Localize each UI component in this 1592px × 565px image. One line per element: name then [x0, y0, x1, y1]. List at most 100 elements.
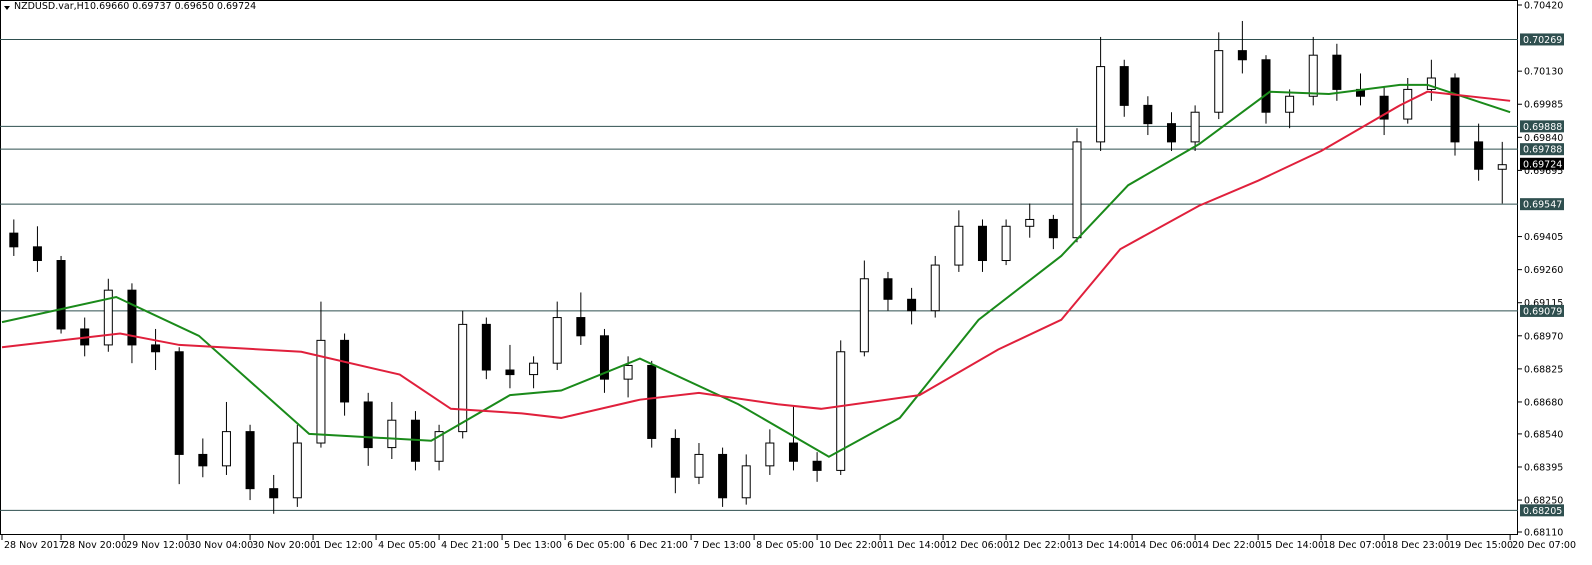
candle-body	[859, 278, 869, 353]
y-tick-label: 0.68540	[1524, 429, 1563, 440]
x-tick-label: 12 Dec 22:00	[1008, 540, 1072, 551]
candle-body	[529, 362, 539, 376]
candle-body	[387, 419, 397, 449]
y-tick-label: 0.68825	[1524, 364, 1563, 375]
candle-body	[1001, 225, 1011, 262]
moving-average	[1, 83, 1511, 458]
x-tick-label: 18 Dec 07:00	[1323, 540, 1387, 551]
candle-body	[245, 431, 255, 490]
candle-body	[103, 289, 113, 346]
y-tick-label: 0.68395	[1524, 462, 1563, 473]
candle-body	[363, 401, 373, 449]
price-tag	[1520, 157, 1564, 170]
menu-arrow[interactable]	[4, 6, 10, 10]
x-tick-label: 14 Dec 22:00	[1197, 540, 1261, 551]
y-tick-label: 0.69115	[1524, 298, 1563, 309]
candle-body	[1285, 95, 1295, 113]
candle-body	[599, 335, 609, 380]
x-tick-label: 18 Dec 23:00	[1386, 540, 1450, 551]
x-tick-label: 8 Dec 05:00	[756, 540, 814, 551]
level-label: 0.69547	[1523, 200, 1562, 211]
candle-body	[812, 460, 822, 471]
candle-body	[1237, 50, 1247, 61]
level-tag	[1520, 120, 1564, 133]
x-tick-label: 28 Nov 20:00	[63, 540, 127, 551]
candle-body	[1426, 77, 1436, 90]
candle-body	[788, 442, 798, 462]
level-tag	[1520, 143, 1564, 156]
x-tick-label: 11 Dec 14:00	[882, 540, 946, 551]
x-tick-label: 4 Dec 21:00	[441, 540, 499, 551]
x-tick-label: 6 Dec 21:00	[630, 540, 688, 551]
candle-body	[977, 225, 987, 262]
x-tick-label: 7 Dec 13:00	[693, 540, 751, 551]
level-label: 0.69888	[1523, 122, 1562, 133]
y-tick-label: 0.68110	[1524, 528, 1563, 539]
y-tick-label: 0.69840	[1524, 133, 1563, 144]
moving-average	[1, 90, 1511, 419]
candle-body	[458, 323, 468, 433]
x-tick-label: 12 Dec 06:00	[945, 540, 1009, 551]
x-tick-label: 6 Dec 05:00	[567, 540, 625, 551]
candle-body	[623, 364, 633, 380]
x-tick-label: 10 Dec 22:00	[819, 540, 883, 551]
candle-body	[1474, 141, 1484, 170]
y-tick-label: 0.68250	[1524, 496, 1563, 507]
y-tick-label: 0.69260	[1524, 265, 1563, 276]
x-tick-label: 19 Dec 15:00	[1449, 540, 1513, 551]
candle-body	[32, 246, 42, 262]
x-tick-label: 20 Dec 07:00	[1512, 540, 1576, 551]
x-tick-label: 4 Dec 05:00	[378, 540, 436, 551]
candle-body	[1214, 50, 1224, 113]
candle-body	[481, 323, 491, 371]
level-label: 0.69079	[1523, 306, 1562, 317]
x-tick-label: 29 Nov 12:00	[126, 540, 190, 551]
y-tick-label: 0.70130	[1524, 67, 1563, 78]
level-tag	[1520, 198, 1564, 211]
candle-body	[647, 364, 657, 439]
candle-body	[221, 431, 231, 467]
candle-body	[292, 442, 302, 499]
candle-body	[1096, 66, 1106, 143]
plot-frame	[0, 0, 1518, 535]
y-tick-label: 0.69985	[1524, 100, 1563, 111]
candle-body	[127, 289, 137, 346]
x-tick-label: 30 Nov 04:00	[189, 540, 253, 551]
candle-body	[1143, 104, 1153, 125]
x-tick-label: 30 Nov 20:00	[252, 540, 316, 551]
candle-body	[1379, 95, 1389, 120]
ohlc-readout: 0.69660 0.69737 0.69650 0.69724	[90, 1, 256, 12]
candle-body	[1190, 111, 1200, 143]
candle-body	[9, 232, 19, 248]
candle-body	[1450, 77, 1460, 143]
candle-body	[434, 431, 444, 462]
candle-body	[670, 437, 680, 478]
candle-body	[505, 369, 515, 376]
candle-body	[174, 351, 184, 455]
candle-body	[836, 351, 846, 471]
candle-body	[340, 339, 350, 403]
level-tag	[1520, 33, 1564, 46]
candle-body	[1332, 54, 1342, 90]
price-label: 0.69724	[1523, 159, 1562, 170]
candle-body	[316, 339, 326, 444]
y-tick-label: 0.69695	[1524, 166, 1563, 177]
x-tick-label: 5 Dec 13:00	[504, 540, 562, 551]
y-tick-label: 0.70420	[1524, 1, 1563, 12]
y-tick-label: 0.68970	[1524, 331, 1563, 342]
candle-body	[1119, 66, 1129, 106]
y-tick-label: 0.68680	[1524, 397, 1563, 408]
level-label: 0.70269	[1523, 35, 1562, 46]
candle-body	[1048, 218, 1058, 239]
candle-body	[1261, 59, 1271, 113]
symbol: NZDUSD.var,H1	[14, 1, 90, 12]
candle-body	[765, 442, 775, 467]
x-tick-label: 15 Dec 14:00	[1260, 540, 1324, 551]
candle-body	[954, 225, 964, 266]
candle-body	[930, 264, 940, 312]
candle-body	[151, 344, 161, 353]
candle-body	[907, 298, 917, 312]
x-tick-label: 14 Dec 06:00	[1134, 540, 1198, 551]
candle-body	[1308, 54, 1318, 97]
